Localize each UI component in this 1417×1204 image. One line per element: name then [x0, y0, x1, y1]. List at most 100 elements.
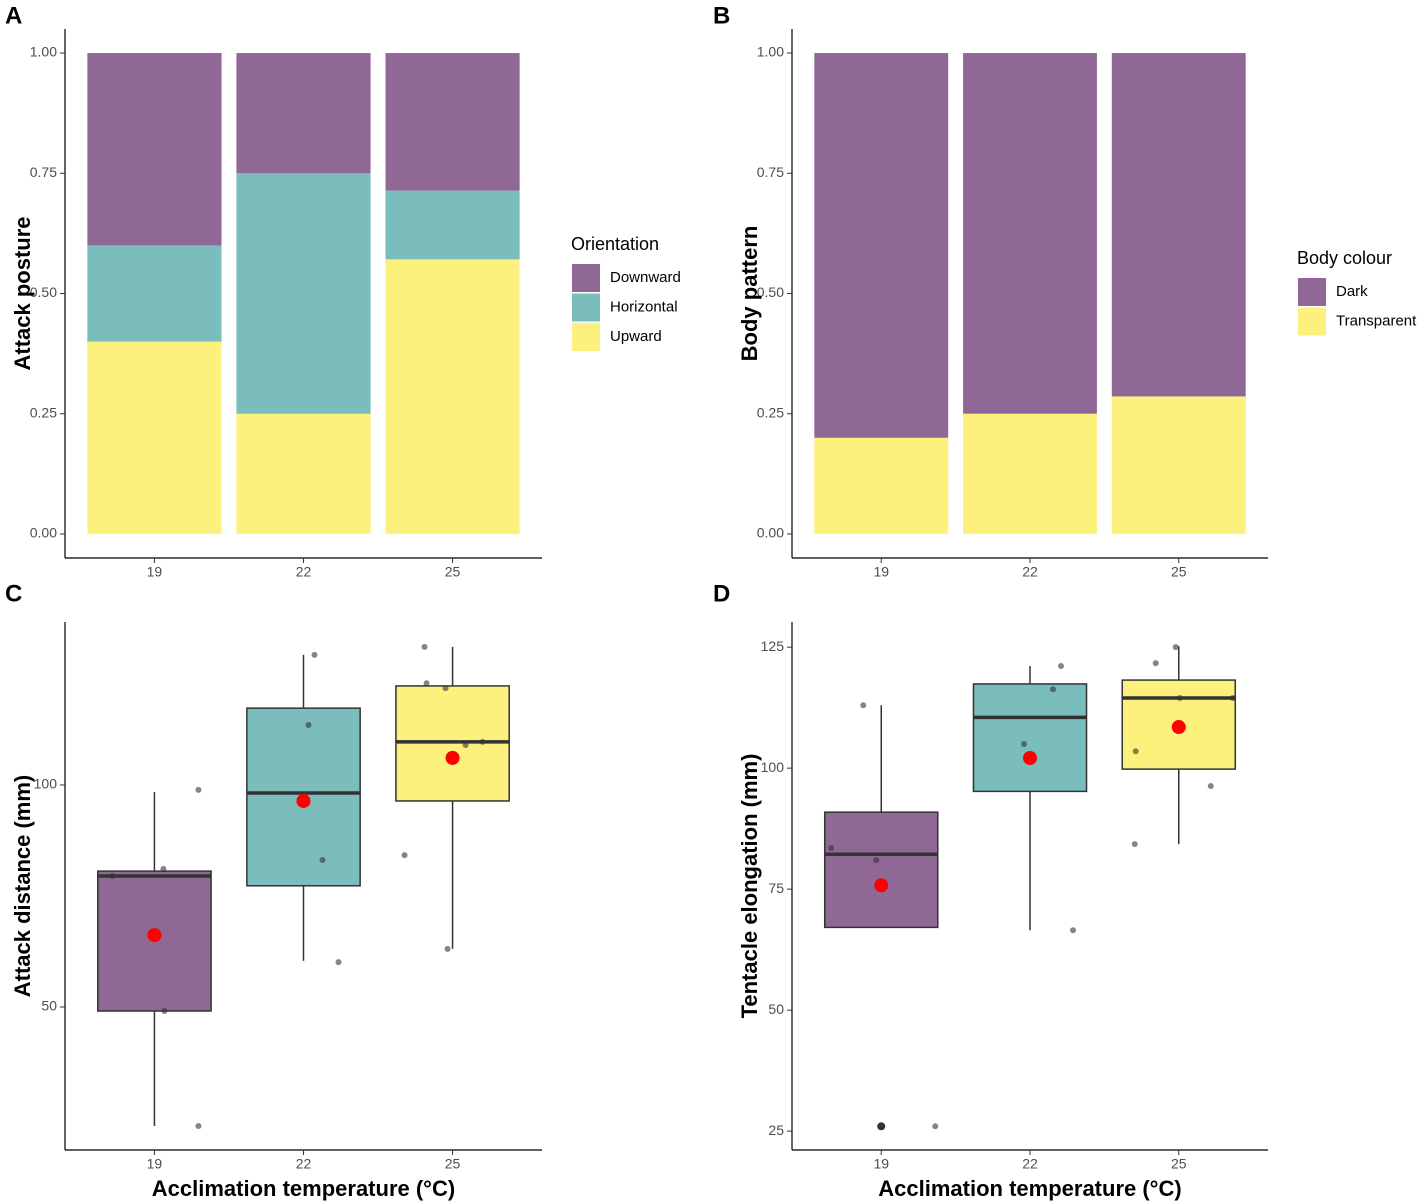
mean [296, 793, 311, 808]
legend-title: Orientation [571, 234, 659, 254]
y-axis-title: Body pattern [737, 226, 762, 362]
point [161, 1008, 168, 1015]
bar-segment [87, 341, 222, 534]
mean [1023, 750, 1037, 765]
point [1070, 927, 1076, 934]
point [160, 865, 167, 872]
bar-segment [963, 413, 1097, 534]
point [860, 702, 867, 709]
x-tick-label: 22 [1022, 1156, 1038, 1172]
x-tick-label: 19 [147, 564, 163, 580]
point [1021, 740, 1027, 747]
point [423, 680, 430, 687]
y-tick-label: 125 [761, 638, 785, 654]
point [195, 786, 202, 793]
bar-segment [87, 245, 222, 342]
bar-segment [236, 53, 371, 174]
legend-label: Horizontal [610, 298, 678, 315]
legend-label: Transparent [1336, 312, 1417, 329]
x-tick-label: 25 [445, 1156, 461, 1172]
legend-key [1298, 307, 1326, 336]
y-tick-label: 100 [34, 776, 58, 792]
x-tick-label: 19 [147, 1156, 163, 1172]
point [1058, 663, 1064, 670]
y-tick-label: 0.25 [757, 404, 784, 420]
x-tick-label: 25 [1171, 1156, 1187, 1172]
x-tick-label: 25 [1171, 564, 1187, 580]
point [1131, 841, 1138, 848]
y-tick-label: 100 [761, 759, 785, 775]
y-tick-label: 0.00 [757, 525, 784, 541]
point [828, 845, 835, 852]
panel-letter: C [5, 580, 22, 607]
point [1152, 660, 1159, 667]
legend-label: Upward [610, 328, 662, 345]
y-tick-label: 75 [768, 880, 784, 896]
y-tick-label: 1.00 [30, 44, 57, 60]
bar-segment [236, 173, 371, 414]
x-axis-title: Acclimation temperature (°C) [152, 1176, 455, 1201]
bar-segment [1111, 53, 1246, 397]
x-axis-title: Acclimation temperature (°C) [878, 1176, 1181, 1201]
x-tick-label: 19 [873, 564, 889, 580]
y-tick-label: 0.00 [30, 525, 57, 541]
point [1172, 644, 1179, 651]
point [335, 959, 342, 966]
box [972, 683, 1088, 793]
point [319, 857, 326, 864]
y-axis-title: Attack distance (mm) [10, 775, 35, 998]
point [873, 857, 880, 864]
point [1176, 694, 1183, 701]
bar-segment [814, 53, 949, 438]
point [401, 852, 408, 859]
bar-segment [385, 259, 520, 534]
legend-key [1298, 278, 1326, 306]
bar-segment [87, 53, 222, 246]
point [462, 742, 469, 749]
y-tick-label: 0.25 [30, 404, 57, 420]
x-tick-label: 22 [296, 1156, 312, 1172]
mean [147, 928, 162, 943]
point [479, 738, 486, 745]
x-tick-label: 19 [873, 1156, 889, 1172]
point [311, 651, 318, 658]
bar-segment [1111, 396, 1246, 534]
y-tick-label: 0.50 [757, 284, 784, 300]
box [823, 811, 939, 929]
x-tick-label: 25 [445, 564, 461, 580]
point [1229, 694, 1236, 701]
y-tick-label: 0.75 [757, 164, 784, 180]
point [1132, 748, 1139, 755]
panel-letter: D [713, 580, 730, 607]
bar-segment [236, 413, 371, 534]
mean [1171, 720, 1186, 735]
bar-segment [814, 437, 949, 534]
legend-label: Downward [610, 269, 681, 286]
panel-letter: B [713, 2, 730, 29]
bar-segment [385, 53, 520, 191]
y-tick-label: 50 [41, 998, 57, 1014]
panel-letter: A [5, 2, 22, 29]
legend-key [572, 264, 600, 292]
legend-key [572, 293, 600, 322]
mean [874, 878, 889, 893]
point [1207, 783, 1214, 790]
y-axis-title: Attack posture [10, 216, 35, 370]
point [1050, 686, 1056, 693]
point [444, 945, 451, 952]
y-tick-label: 1.00 [757, 44, 784, 60]
y-tick-label: 25 [768, 1122, 784, 1138]
legend-title: Body colour [1297, 248, 1392, 268]
point [421, 643, 428, 650]
bar-segment [963, 53, 1097, 414]
y-tick-label: 0.50 [30, 284, 57, 300]
x-tick-label: 22 [1022, 564, 1038, 580]
point [305, 722, 312, 729]
bar-segment [385, 190, 520, 260]
y-tick-label: 0.75 [30, 164, 57, 180]
mean [445, 750, 460, 765]
point [442, 685, 449, 692]
y-axis-title: Tentacle elongation (mm) [737, 754, 762, 1019]
legend-key [572, 323, 600, 351]
